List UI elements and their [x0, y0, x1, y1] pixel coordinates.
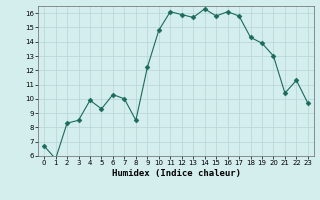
X-axis label: Humidex (Indice chaleur): Humidex (Indice chaleur): [111, 169, 241, 178]
